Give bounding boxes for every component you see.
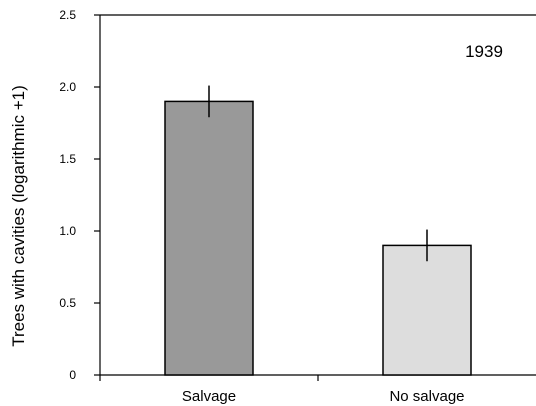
x-tick-label: Salvage bbox=[182, 388, 236, 405]
y-tick-label: 1.0 bbox=[59, 224, 76, 238]
x-tick-label: No salvage bbox=[389, 388, 464, 405]
y-tick-label: 2.5 bbox=[59, 8, 76, 22]
year-annotation: 1939 bbox=[465, 42, 503, 61]
y-axis-label: Trees with cavities (logarithmic +1) bbox=[9, 85, 28, 347]
y-tick-label: 0.5 bbox=[59, 296, 76, 310]
y-tick-label: 2.0 bbox=[59, 80, 76, 94]
y-tick-label: 1.5 bbox=[59, 152, 76, 166]
x-axis: Salvage No salvage bbox=[99, 375, 465, 405]
bars bbox=[164, 85, 472, 376]
bar-no-salvage bbox=[382, 244, 472, 376]
y-axis: 0 0.5 1.0 1.5 2.0 2.5 bbox=[59, 8, 100, 382]
y-tick-label: 0 bbox=[69, 368, 76, 382]
bar-salvage bbox=[164, 100, 254, 376]
